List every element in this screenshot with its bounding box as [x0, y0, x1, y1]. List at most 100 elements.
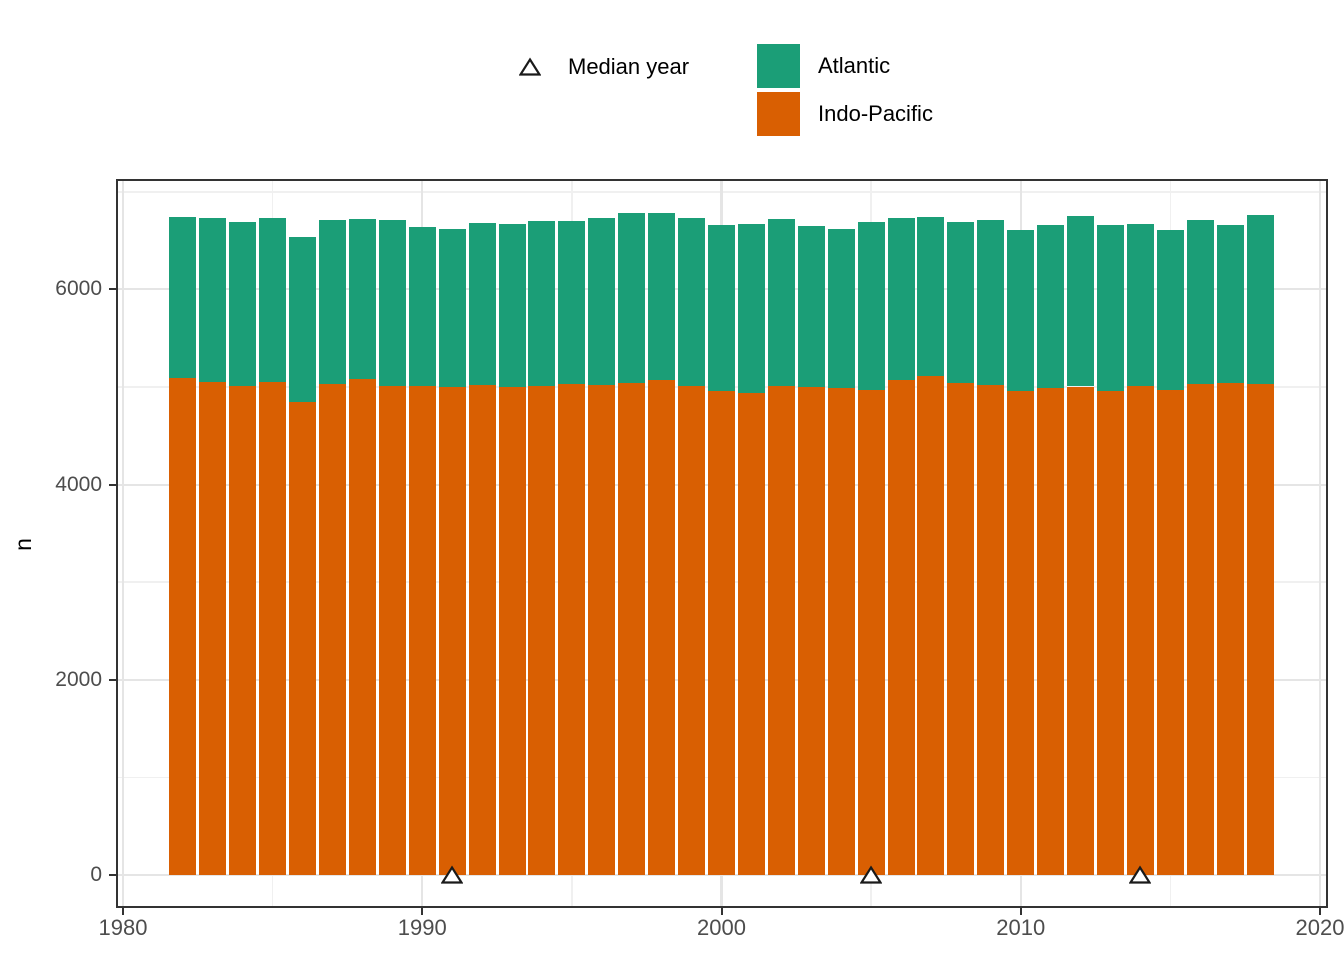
x-tick-mark-2010	[1019, 908, 1022, 915]
bar-indo-pacific-1991	[438, 387, 466, 875]
bar-atlantic-2003	[797, 225, 825, 387]
bar-indo-pacific-1987	[318, 384, 346, 875]
x-tick-mark-2020	[1319, 908, 1321, 915]
bar-atlantic-1994	[528, 221, 556, 386]
bar-atlantic-2000	[708, 225, 735, 391]
y-tick-label-2000: 2000	[55, 667, 102, 691]
panel-border	[116, 179, 1328, 908]
bar-atlantic-2004	[827, 228, 855, 388]
bar-atlantic-1999	[678, 218, 706, 386]
x-tick-label-2020: 2020	[1295, 915, 1344, 940]
bar-atlantic-1992	[468, 223, 496, 385]
median-year-marker-2005	[860, 864, 883, 884]
bar-atlantic-1997	[618, 212, 646, 384]
bar-indo-pacific-1998	[648, 379, 676, 875]
median-year-marker-2014	[1129, 864, 1152, 884]
legend-label-median-year: Median year	[568, 54, 690, 79]
bar-indo-pacific-2002	[767, 385, 795, 875]
bar-indo-pacific-1983	[199, 382, 227, 875]
bar-atlantic-1989	[378, 220, 406, 386]
bar-atlantic-1996	[588, 218, 616, 386]
bar-atlantic-2014	[1126, 223, 1154, 386]
bar-indo-pacific-2012	[1067, 386, 1095, 875]
bar-indo-pacific-2014	[1126, 385, 1154, 875]
bar-indo-pacific-2003	[797, 386, 825, 875]
x-tick-mark-1980	[122, 908, 124, 915]
bar-indo-pacific-2013	[1097, 390, 1125, 875]
gridline-major-x	[1318, 180, 1322, 907]
y-tick-label-0: 0	[90, 863, 102, 886]
bar-indo-pacific-2009	[977, 385, 1005, 875]
bar-atlantic-2005	[857, 222, 885, 391]
bar-atlantic-2001	[737, 224, 765, 394]
bar-indo-pacific-2001	[737, 393, 765, 875]
bar-atlantic-1988	[348, 218, 376, 379]
bar-indo-pacific-1985	[259, 382, 287, 875]
y-tick-mark-4000	[109, 483, 116, 486]
bar-atlantic-2002	[767, 218, 795, 386]
bar-atlantic-1991	[438, 228, 466, 387]
bar-atlantic-2017	[1216, 224, 1244, 384]
bar-indo-pacific-2016	[1186, 384, 1214, 875]
bar-indo-pacific-1997	[618, 383, 646, 875]
bar-atlantic-1982	[169, 217, 197, 379]
y-tick-label-4000: 4000	[55, 472, 102, 496]
bar-indo-pacific-2004	[827, 387, 855, 875]
bar-indo-pacific-2018	[1246, 384, 1274, 875]
bar-atlantic-2006	[887, 217, 915, 380]
median-year-marker-1991	[441, 864, 464, 884]
bar-indo-pacific-1999	[678, 385, 706, 875]
y-axis-title: n	[9, 538, 36, 551]
x-tick-label-2010: 2010	[996, 915, 1046, 940]
bar-indo-pacific-1982	[169, 378, 197, 875]
gridline-major-x	[121, 180, 125, 907]
median-year-marker-icon	[519, 57, 541, 76]
bar-indo-pacific-1992	[468, 384, 496, 875]
x-tick-mark-1990	[421, 908, 424, 915]
bar-atlantic-1983	[199, 217, 227, 383]
bar-indo-pacific-2011	[1037, 387, 1065, 875]
bar-atlantic-1998	[648, 212, 676, 380]
legend-label-indo-pacific: Indo-Pacific	[818, 101, 933, 126]
bar-atlantic-1990	[408, 227, 436, 387]
bar-atlantic-2012	[1067, 216, 1095, 387]
y-tick-label-6000: 6000	[55, 277, 102, 301]
bar-atlantic-2015	[1156, 230, 1184, 390]
bar-atlantic-2009	[977, 219, 1005, 386]
bar-indo-pacific-2006	[887, 379, 915, 875]
bar-indo-pacific-1990	[408, 386, 436, 875]
bar-indo-pacific-2015	[1156, 389, 1184, 875]
bar-atlantic-2013	[1097, 225, 1125, 391]
legend-swatch-indo-pacific	[757, 92, 800, 136]
bar-atlantic-2008	[947, 222, 975, 383]
x-tick-label-1980: 1980	[98, 915, 148, 940]
bar-indo-pacific-2005	[857, 390, 885, 875]
bar-atlantic-2011	[1037, 224, 1065, 388]
legend-label-atlantic: Atlantic	[818, 53, 891, 78]
bar-indo-pacific-1996	[588, 385, 616, 875]
bar-indo-pacific-1993	[498, 386, 526, 875]
bar-indo-pacific-1989	[378, 385, 406, 875]
y-tick-mark-0	[109, 874, 116, 876]
bar-atlantic-1995	[558, 221, 586, 385]
bar-indo-pacific-1994	[528, 385, 556, 875]
x-tick-label-2000: 2000	[697, 915, 746, 940]
bar-indo-pacific-2017	[1216, 383, 1244, 875]
bar-indo-pacific-2010	[1007, 390, 1035, 875]
x-tick-mark-2000	[720, 908, 723, 915]
bar-indo-pacific-2007	[917, 375, 945, 875]
x-tick-label-1990: 1990	[397, 915, 447, 940]
bar-indo-pacific-2008	[947, 382, 975, 875]
bar-indo-pacific-1984	[229, 385, 257, 875]
bar-indo-pacific-1986	[289, 402, 317, 875]
bar-atlantic-2018	[1246, 215, 1274, 385]
y-tick-mark-2000	[109, 678, 116, 681]
y-tick-mark-6000	[109, 288, 116, 291]
bar-atlantic-1985	[259, 217, 287, 383]
bar-indo-pacific-1995	[558, 384, 586, 875]
bar-atlantic-2007	[917, 217, 945, 376]
bar-indo-pacific-1988	[348, 378, 376, 875]
legend-swatch-atlantic	[757, 44, 800, 88]
bar-atlantic-2016	[1186, 219, 1214, 385]
